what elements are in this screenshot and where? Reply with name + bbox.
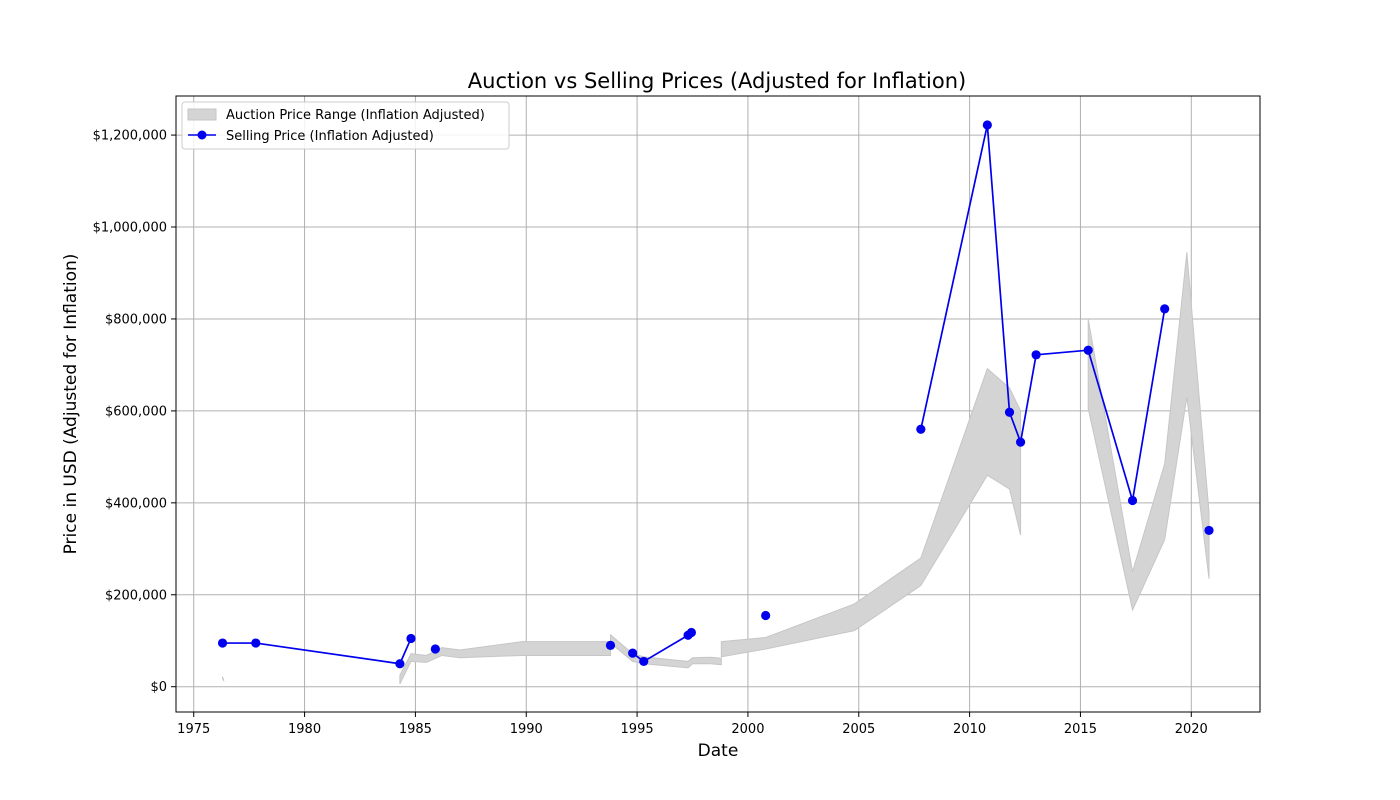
- selling-price-series: [222, 124, 1166, 665]
- selling-price-line: [920, 124, 1166, 502]
- x-tick-label: 2010: [953, 722, 986, 737]
- gridlines: [176, 96, 1260, 712]
- selling-price-point: [1004, 407, 1015, 417]
- selling-price-point: [605, 640, 616, 650]
- auction-range-band: [399, 641, 611, 685]
- selling-price-point: [1204, 525, 1214, 536]
- y-tick-label: $400,000: [105, 496, 167, 511]
- legend-box: [181, 101, 510, 150]
- selling-price-point: [686, 627, 696, 638]
- selling-price-point: [628, 648, 638, 658]
- auction-range-band: [609, 633, 722, 669]
- selling-price-point: [761, 610, 771, 621]
- selling-price-point: [639, 656, 649, 667]
- selling-price-point: [251, 638, 261, 648]
- x-tick-label: 1990: [510, 722, 543, 737]
- x-tick-label: 2020: [1175, 722, 1208, 737]
- x-axis-label: Date: [698, 741, 739, 761]
- x-tick-label: 1985: [399, 722, 432, 737]
- legend-marker-swatch: [197, 130, 207, 140]
- legend-line-label: Selling Price (Inflation Adjusted): [226, 129, 434, 144]
- y-axis-ticks: $0 $200,000 $400,000 $600,000 $800,000 $1,000…: [93, 129, 176, 695]
- selling-price-line: [222, 638, 412, 665]
- x-tick-label: 1995: [621, 722, 654, 737]
- auction-range-band: [1087, 252, 1210, 612]
- plot-frame: [175, 95, 1261, 713]
- x-tick-label: 1980: [288, 722, 321, 737]
- selling-price-point: [1083, 345, 1093, 355]
- x-tick-label: 1975: [177, 722, 210, 737]
- x-tick-label: 2015: [1064, 722, 1097, 737]
- legend-band-swatch: [187, 108, 217, 121]
- selling-price-point: [430, 644, 440, 654]
- x-tick-label: 2005: [842, 722, 875, 737]
- legend-band-label: Auction Price Range (Inflation Adjusted): [226, 108, 485, 123]
- y-axis-label: Price in USD (Adjusted for Inflation): [61, 254, 81, 555]
- chart-title: Auction vs Selling Prices (Adjusted for …: [468, 69, 966, 93]
- selling-price-markers: [217, 120, 1214, 669]
- selling-price-point: [1160, 304, 1170, 314]
- y-tick-label: $1,200,000: [93, 129, 167, 144]
- auction-range-bands: [222, 252, 1210, 685]
- selling-price-point: [982, 120, 992, 130]
- y-tick-label: $800,000: [105, 312, 167, 327]
- x-axis-ticks: 1975 1980 1985 1990 1995 2000 2005 2010 2015 2020: [177, 712, 1208, 737]
- selling-price-point: [916, 424, 926, 434]
- y-tick-label: $1,000,000: [93, 221, 167, 236]
- selling-price-point: [406, 633, 416, 644]
- y-tick-label: $200,000: [105, 588, 167, 603]
- y-tick-label: $0: [150, 680, 167, 695]
- selling-price-point: [1015, 437, 1026, 447]
- y-tick-label: $600,000: [105, 404, 167, 419]
- selling-price-point: [1127, 495, 1138, 506]
- x-tick-label: 2000: [731, 722, 764, 737]
- selling-price-point: [395, 659, 405, 669]
- auction-range-band: [720, 367, 1022, 658]
- selling-price-point: [1031, 350, 1041, 360]
- auction-range-band: [222, 675, 225, 683]
- selling-price-point: [217, 638, 228, 648]
- legend: Auction Price Range (Inflation Adjusted)…: [181, 101, 510, 150]
